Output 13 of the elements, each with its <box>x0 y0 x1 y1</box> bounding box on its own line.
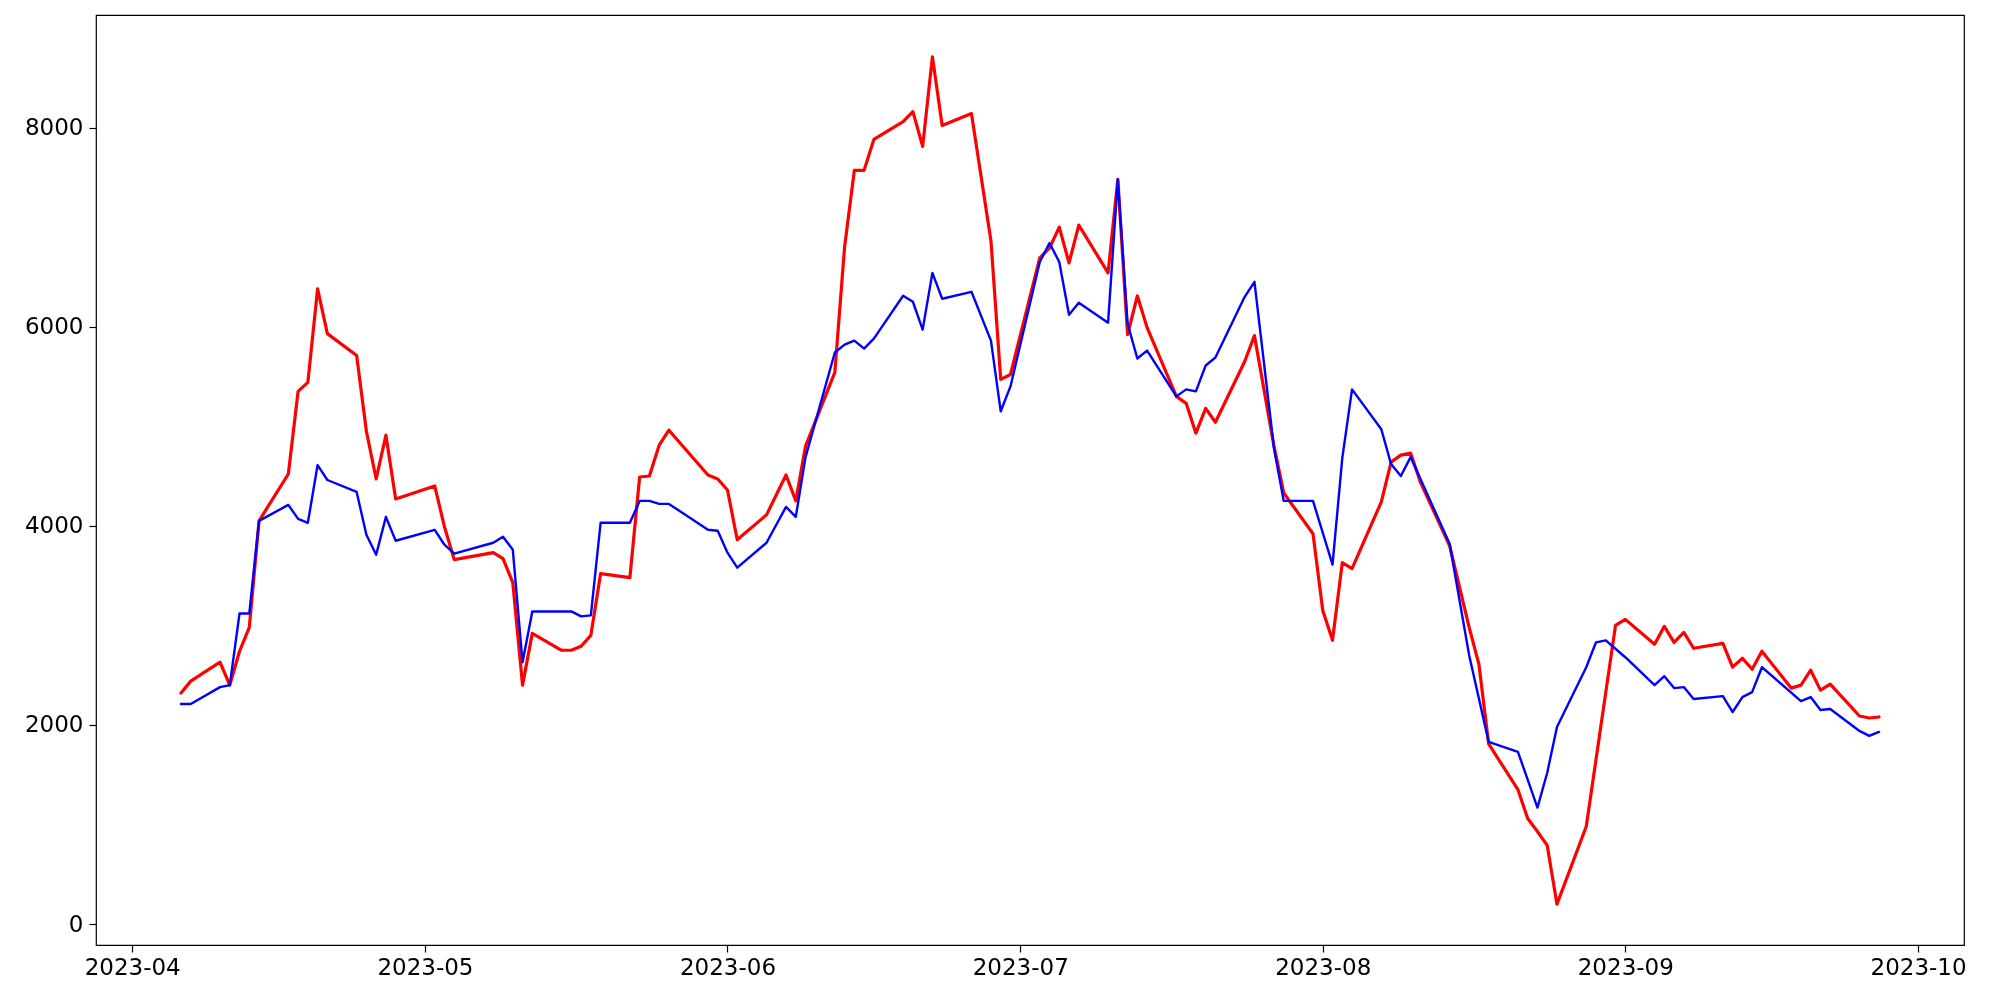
y-tick-label: 0 <box>68 910 84 937</box>
y-tick-label: 4000 <box>24 512 84 539</box>
x-tick-label: 2023-04 <box>84 953 181 980</box>
x-tick-label: 2023-09 <box>1577 953 1674 980</box>
y-tick-label: 8000 <box>24 114 84 141</box>
x-tick-label: 2023-06 <box>679 953 777 980</box>
x-tick-label: 2023-05 <box>377 953 474 980</box>
x-tick-label: 2023-10 <box>1870 953 1967 980</box>
x-tick-label: 2023-08 <box>1275 953 1372 980</box>
x-tick-label: 2023-07 <box>972 953 1069 980</box>
y-tick-label: 2000 <box>24 711 84 738</box>
y-tick-label: 6000 <box>24 313 84 340</box>
line-series <box>179 178 1881 809</box>
